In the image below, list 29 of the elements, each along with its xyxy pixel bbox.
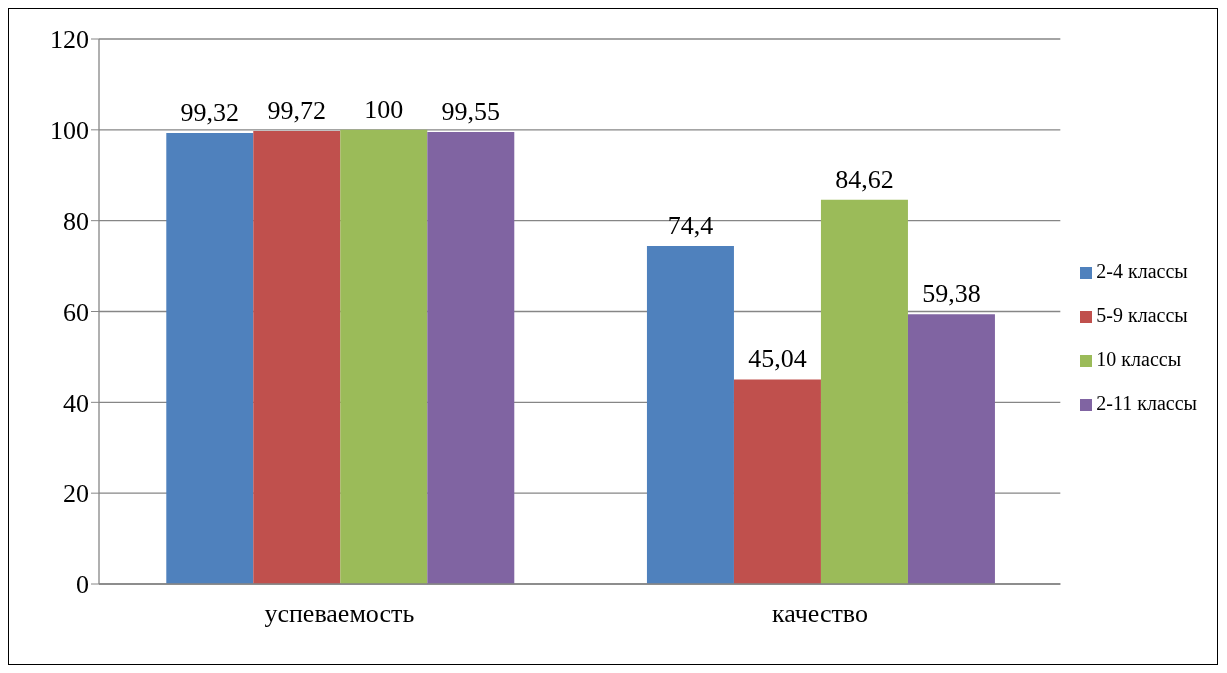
- data-label: 100: [364, 94, 404, 124]
- y-tick-label: 60: [63, 297, 89, 327]
- y-tick-label: 20: [63, 479, 89, 509]
- data-label: 45,04: [748, 344, 807, 374]
- data-label: 84,62: [835, 164, 894, 194]
- data-label: 99,72: [267, 96, 327, 126]
- bar: [427, 131, 515, 584]
- y-tick-label: 100: [50, 116, 89, 146]
- x-tick-label: успеваемость: [264, 599, 415, 629]
- y-tick-label: 40: [63, 388, 89, 418]
- x-tick-label: качество: [771, 599, 868, 629]
- legend-label: 2-11 классы: [1096, 391, 1197, 414]
- bar: [340, 129, 428, 584]
- bar: [733, 379, 821, 584]
- y-tick-label: 120: [50, 25, 89, 55]
- bar: [253, 131, 341, 584]
- legend-label: 5-9 классы: [1096, 303, 1188, 326]
- bar: [907, 314, 995, 584]
- y-tick-label: 80: [63, 206, 89, 236]
- y-tick-label: 0: [76, 570, 89, 600]
- legend-label: 2-4 классы: [1096, 259, 1188, 282]
- bar: [166, 132, 254, 584]
- data-label: 99,32: [180, 97, 240, 127]
- legend-label: 10 классы: [1096, 347, 1182, 370]
- data-label: 99,55: [441, 96, 501, 126]
- data-label: 74,4: [667, 211, 714, 241]
- bar: [646, 246, 734, 584]
- data-label: 59,38: [922, 279, 981, 309]
- bar: [820, 199, 908, 584]
